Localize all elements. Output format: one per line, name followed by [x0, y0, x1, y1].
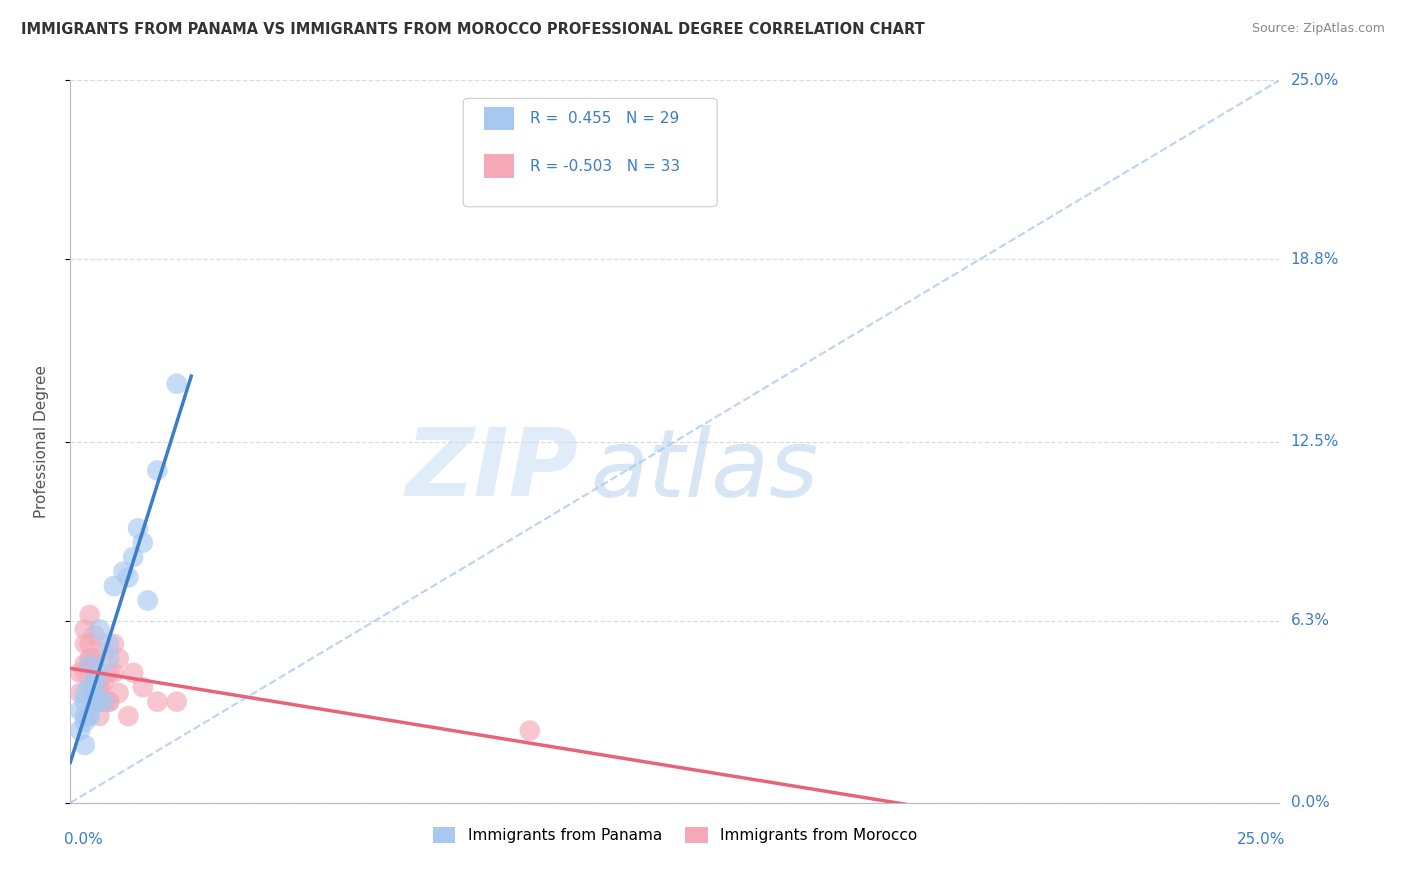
- Point: [79, 657, 101, 671]
- Point: [107, 686, 129, 700]
- Point: [79, 651, 101, 665]
- Point: [89, 695, 111, 709]
- Text: 25.0%: 25.0%: [1237, 831, 1285, 847]
- Point: [83, 674, 105, 689]
- FancyBboxPatch shape: [484, 107, 515, 130]
- Text: Source: ZipAtlas.com: Source: ZipAtlas.com: [1251, 22, 1385, 36]
- Text: 18.8%: 18.8%: [1291, 252, 1339, 267]
- Point: [93, 674, 115, 689]
- Point: [132, 535, 155, 549]
- Point: [83, 695, 105, 709]
- Point: [93, 695, 115, 709]
- Point: [127, 521, 149, 535]
- Point: [93, 646, 115, 660]
- Point: [93, 695, 115, 709]
- Point: [117, 709, 139, 723]
- Point: [73, 686, 96, 700]
- Point: [73, 665, 96, 680]
- Point: [117, 570, 139, 584]
- Point: [73, 709, 96, 723]
- Point: [89, 695, 111, 709]
- Text: 0.0%: 0.0%: [1291, 796, 1329, 810]
- FancyBboxPatch shape: [484, 154, 515, 178]
- Point: [83, 651, 105, 665]
- Point: [73, 738, 96, 752]
- Point: [73, 623, 96, 637]
- Point: [83, 680, 105, 694]
- Text: 12.5%: 12.5%: [1291, 434, 1339, 449]
- Point: [146, 463, 169, 477]
- Point: [79, 607, 101, 622]
- Point: [73, 657, 96, 671]
- Point: [136, 593, 159, 607]
- Point: [98, 651, 121, 665]
- Text: atlas: atlas: [591, 425, 818, 516]
- Point: [122, 550, 145, 565]
- Point: [89, 680, 111, 694]
- Point: [73, 695, 96, 709]
- Text: R = -0.503   N = 33: R = -0.503 N = 33: [530, 159, 681, 174]
- Point: [79, 709, 101, 723]
- Point: [519, 723, 541, 738]
- Point: [73, 637, 96, 651]
- Point: [89, 680, 111, 694]
- Point: [69, 686, 91, 700]
- Point: [83, 628, 105, 642]
- Point: [103, 637, 125, 651]
- Point: [103, 665, 125, 680]
- Point: [79, 637, 101, 651]
- Text: IMMIGRANTS FROM PANAMA VS IMMIGRANTS FROM MOROCCO PROFESSIONAL DEGREE CORRELATIO: IMMIGRANTS FROM PANAMA VS IMMIGRANTS FRO…: [21, 22, 925, 37]
- Point: [98, 665, 121, 680]
- Text: ZIP: ZIP: [405, 425, 578, 516]
- Point: [98, 695, 121, 709]
- Point: [107, 651, 129, 665]
- Legend: Immigrants from Panama, Immigrants from Morocco: Immigrants from Panama, Immigrants from …: [426, 822, 924, 849]
- Text: 25.0%: 25.0%: [1291, 73, 1339, 87]
- Point: [112, 565, 135, 579]
- Point: [89, 665, 111, 680]
- Point: [166, 376, 188, 391]
- Point: [103, 579, 125, 593]
- Point: [166, 695, 188, 709]
- FancyBboxPatch shape: [464, 98, 717, 207]
- Point: [69, 703, 91, 717]
- Text: 6.3%: 6.3%: [1291, 613, 1330, 628]
- Point: [83, 674, 105, 689]
- Y-axis label: Professional Degree: Professional Degree: [35, 365, 49, 518]
- Point: [79, 709, 101, 723]
- Text: 0.0%: 0.0%: [65, 831, 103, 847]
- Point: [98, 637, 121, 651]
- Point: [146, 695, 169, 709]
- Point: [69, 723, 91, 738]
- Point: [79, 657, 101, 671]
- Text: R =  0.455   N = 29: R = 0.455 N = 29: [530, 111, 679, 126]
- Point: [69, 665, 91, 680]
- Point: [79, 680, 101, 694]
- Point: [73, 714, 96, 729]
- Point: [122, 665, 145, 680]
- Point: [89, 709, 111, 723]
- Point: [98, 695, 121, 709]
- Point: [132, 680, 155, 694]
- Point: [89, 623, 111, 637]
